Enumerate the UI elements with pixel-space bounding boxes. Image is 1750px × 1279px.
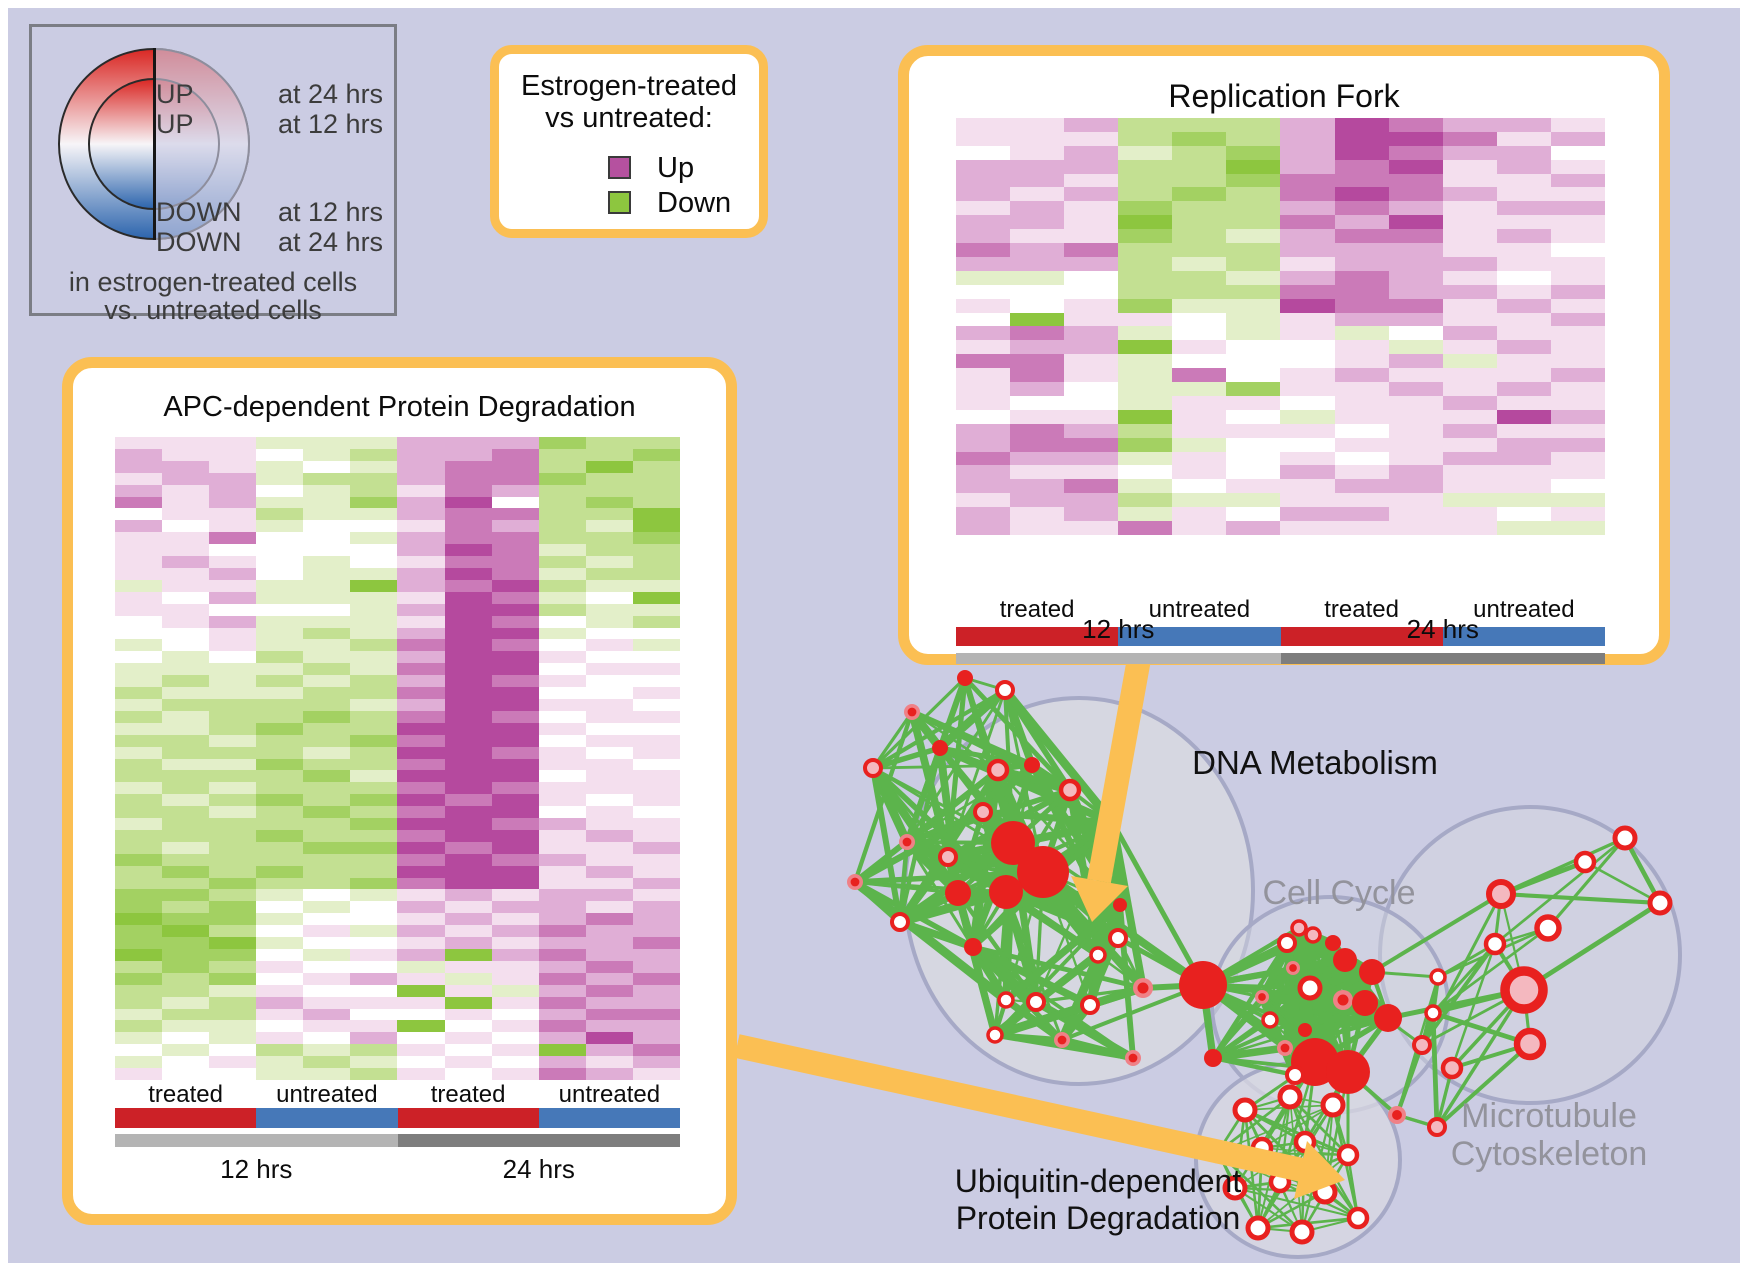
circle-divider-line <box>153 48 156 240</box>
condition-color-bars <box>956 627 1605 646</box>
12hr-bar <box>956 653 1281 664</box>
legend-title-line: Estrogen-treated <box>520 70 737 102</box>
group-label: untreated <box>276 1081 378 1108</box>
color-scale-legend: UP at 24 hrs UP at 12 hrs DOWN at 12 hrs… <box>29 24 397 325</box>
group-label: untreated <box>558 1081 661 1108</box>
direction-label: UP <box>156 109 194 139</box>
sample-group-labels: treated untreated treated untreated <box>115 1081 680 1109</box>
heatmap-apc-degradation <box>115 437 680 1080</box>
panel-replication-fork: Replication Fork treated untreated treat… <box>898 45 1670 665</box>
cluster-label-cell-cycle: Cell Cycle <box>1262 874 1416 912</box>
cluster-label-line: Ubiquitin-dependent <box>954 1163 1242 1199</box>
cluster-label-dna-metabolism: DNA Metabolism <box>1192 744 1438 781</box>
timepoint-labels: 12 hrs 24 hrs <box>115 1154 680 1185</box>
legend-item-label: Up <box>657 152 695 184</box>
direction-label: DOWN <box>156 227 242 257</box>
timepoint-color-bars <box>956 653 1605 664</box>
untreated-bar <box>256 1108 398 1128</box>
group-label: treated <box>999 596 1075 623</box>
condition-color-bars <box>115 1108 680 1128</box>
treated-bar <box>397 1108 539 1128</box>
legend-row: UP at 12 hrs <box>32 109 394 139</box>
timepoint-labels: 12 hrs 24 hrs <box>956 614 1605 645</box>
untreated-bar <box>1442 627 1605 646</box>
heatmap-replication-fork <box>956 118 1605 535</box>
time-label: at 24 hrs <box>278 227 384 257</box>
group-label: treated <box>430 1081 506 1108</box>
timepoint-color-bars <box>115 1134 680 1147</box>
legend-footer-line: vs. untreated cells <box>104 295 322 325</box>
cluster-label-line: Microtubule <box>1461 1097 1637 1135</box>
sample-group-labels: treated untreated treated untreated <box>956 596 1605 624</box>
time-label: at 12 hrs <box>278 197 384 227</box>
time-label: at 24 hrs <box>278 79 384 109</box>
untreated-bar <box>538 1108 680 1128</box>
legend-row: DOWN at 12 hrs <box>32 197 394 227</box>
legend-item-label: Down <box>657 187 732 219</box>
treated-bar <box>956 627 1119 646</box>
group-label: treated <box>148 1081 223 1108</box>
down-color-swatch <box>608 191 631 214</box>
group-label: treated <box>1324 596 1399 623</box>
cluster-label-line: Cytoskeleton <box>1450 1135 1648 1173</box>
24hr-bar <box>397 1134 680 1147</box>
panel-apc-degradation: APC-dependent Protein Degradation treate… <box>62 357 737 1225</box>
group-label: untreated <box>1148 596 1251 623</box>
legend-title-line: vs untreated: <box>545 102 713 134</box>
panel-title: APC-dependent Protein Degradation <box>163 391 636 423</box>
up-color-swatch <box>608 156 631 179</box>
cluster-label-microtubule-cytoskeleton: Microtubule Cytoskeleton <box>1399 1097 1699 1173</box>
cluster-label-line: Protein Degradation <box>955 1200 1241 1236</box>
time-label: 24 hrs <box>502 1154 575 1184</box>
direction-label: DOWN <box>156 197 242 227</box>
treated-bar <box>115 1108 257 1128</box>
panel-title: Replication Fork <box>1168 78 1400 114</box>
legend-row: DOWN at 24 hrs <box>32 227 394 257</box>
time-label: 12 hrs <box>220 1154 293 1184</box>
up-down-legend: Estrogen-treated vs untreated: Up Down <box>490 45 768 238</box>
treated-bar <box>1280 627 1443 646</box>
time-label: 12 hrs <box>1082 614 1155 644</box>
12hr-bar <box>115 1134 398 1147</box>
legend-footer-line: in estrogen-treated cells <box>68 267 358 297</box>
untreated-bar <box>1118 627 1281 646</box>
time-label: at 12 hrs <box>278 109 384 139</box>
direction-label: UP <box>156 79 194 109</box>
24hr-bar <box>1280 653 1605 664</box>
legend-row: UP at 24 hrs <box>32 79 394 109</box>
cluster-label-ubiquitin-degradation: Ubiquitin-dependent Protein Degradation <box>933 1163 1263 1237</box>
time-label: 24 hrs <box>1406 614 1479 644</box>
group-label: untreated <box>1473 596 1575 623</box>
